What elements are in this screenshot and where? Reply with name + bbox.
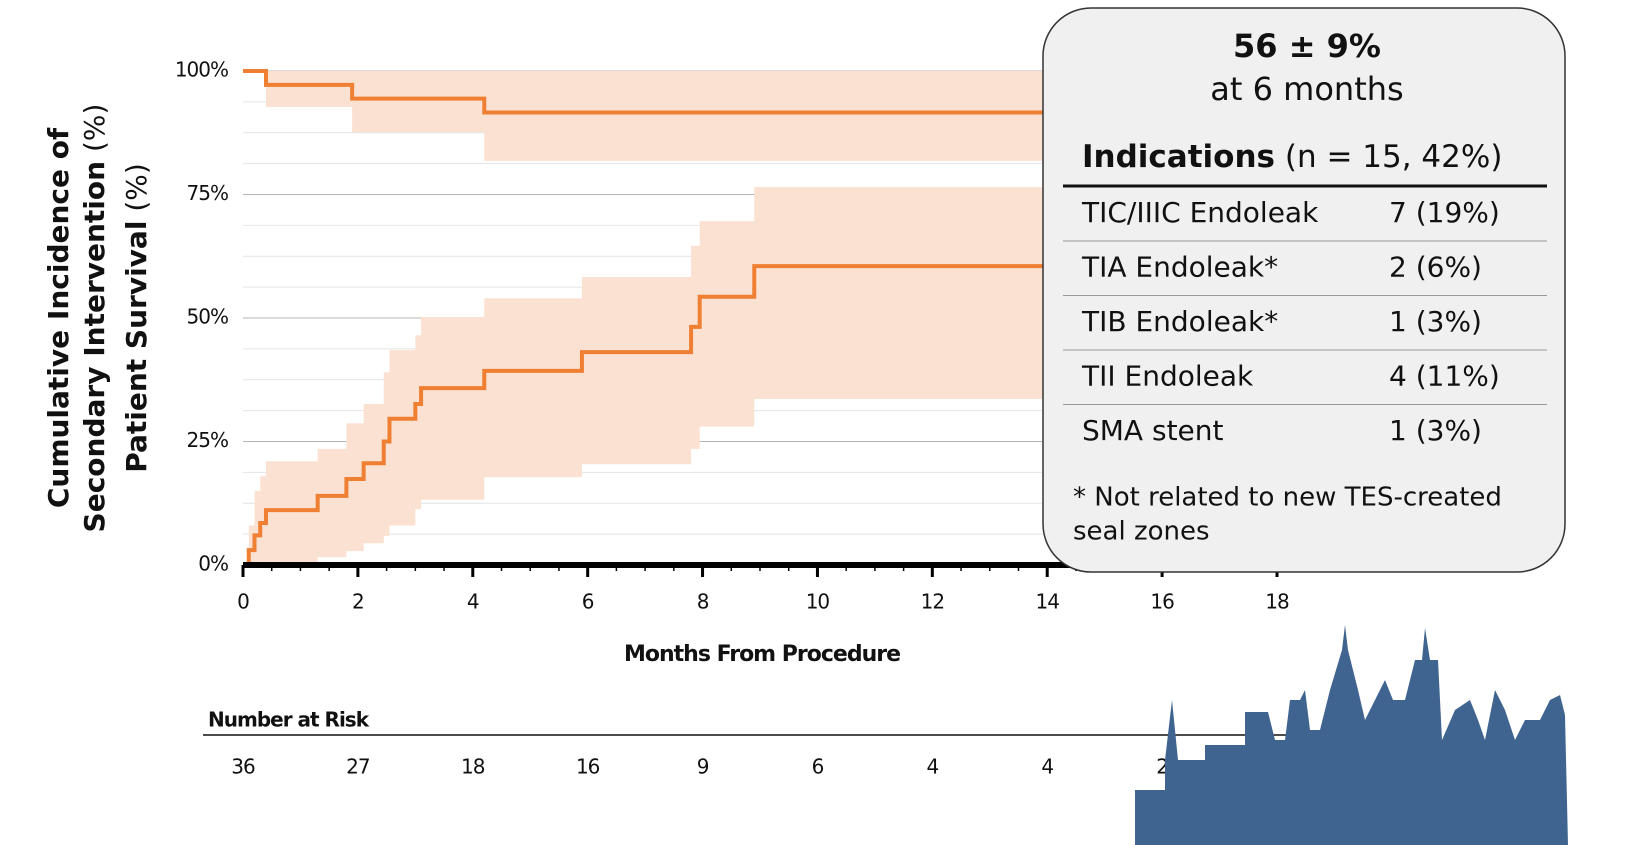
row-label: TIB Endoleak* xyxy=(1081,305,1278,338)
footnote: * Not related to new TES-created xyxy=(1073,483,1502,513)
risk-count: 36 xyxy=(231,755,255,779)
x-tick-label: 0 xyxy=(237,590,249,614)
row-label: TIC/IIIC Endoleak xyxy=(1081,196,1319,229)
confidence-band xyxy=(243,71,1162,161)
risk-row: 36271816964421 xyxy=(231,755,1283,779)
row-label: SMA stent xyxy=(1082,414,1224,447)
row-label: TII Endoleak xyxy=(1081,360,1254,393)
row-label: TIA Endoleak* xyxy=(1081,251,1278,284)
x-tick-label: 16 xyxy=(1150,590,1174,614)
x-tick-label: 6 xyxy=(582,590,594,614)
footnote: seal zones xyxy=(1073,517,1210,547)
y-tick-label: 0% xyxy=(198,552,228,576)
x-tick-label: 12 xyxy=(921,590,944,614)
table-title: Indications xyxy=(1082,139,1275,175)
table-heading: Indications (n = 15, 42%) xyxy=(1082,139,1502,175)
y-label-bold: Patient Survival xyxy=(120,221,153,473)
y-axis-label: Patient Survival (%) xyxy=(120,163,153,473)
y-tick-label: 75% xyxy=(187,181,228,205)
risk-count: 4 xyxy=(926,755,938,779)
y2-label-line: Cumulative Incidence of xyxy=(42,127,75,508)
x-tick-label: 2 xyxy=(352,590,364,614)
x-axis-label: Months From Procedure xyxy=(624,642,900,667)
row-value: 1 (3%) xyxy=(1389,414,1482,447)
callout: 56 ± 9% at 6 months Indications (n = 15,… xyxy=(1043,8,1565,572)
y-tick-label: 25% xyxy=(187,428,228,452)
x-tick-label: 18 xyxy=(1265,590,1289,614)
risk-count: 9 xyxy=(697,755,709,779)
y2-label-line: Secondary Intervention xyxy=(78,161,111,533)
risk-count: 18 xyxy=(461,755,485,779)
x-tick-label: 14 xyxy=(1035,590,1059,614)
risk-count: 16 xyxy=(576,755,600,779)
risk-title: Number at Risk xyxy=(208,708,370,732)
x-tick-label: 4 xyxy=(467,590,479,614)
row-value: 1 (3%) xyxy=(1389,305,1482,338)
y-tick-label: 50% xyxy=(187,305,228,329)
y2-label-unit: (%) xyxy=(78,104,111,152)
callout-subline: at 6 months xyxy=(1210,70,1403,108)
risk-count: 6 xyxy=(812,755,824,779)
row-value: 2 (6%) xyxy=(1389,251,1482,284)
y-tick-label: 100% xyxy=(175,58,228,82)
risk-count: 27 xyxy=(346,755,370,779)
callout-headline: 56 ± 9% xyxy=(1233,27,1381,65)
table-note: (n = 15, 42%) xyxy=(1285,139,1503,175)
row-value: 7 (19%) xyxy=(1389,196,1500,229)
x-tick-label: 10 xyxy=(806,590,830,614)
confidence-band xyxy=(243,187,1162,565)
risk-count: 4 xyxy=(1041,755,1053,779)
chart: Cumulative Incidence ofSecondary Interve… xyxy=(0,0,1651,845)
x-tick-label: 8 xyxy=(697,590,709,614)
y-label-unit: (%) xyxy=(120,163,153,211)
row-value: 4 (11%) xyxy=(1389,360,1500,393)
